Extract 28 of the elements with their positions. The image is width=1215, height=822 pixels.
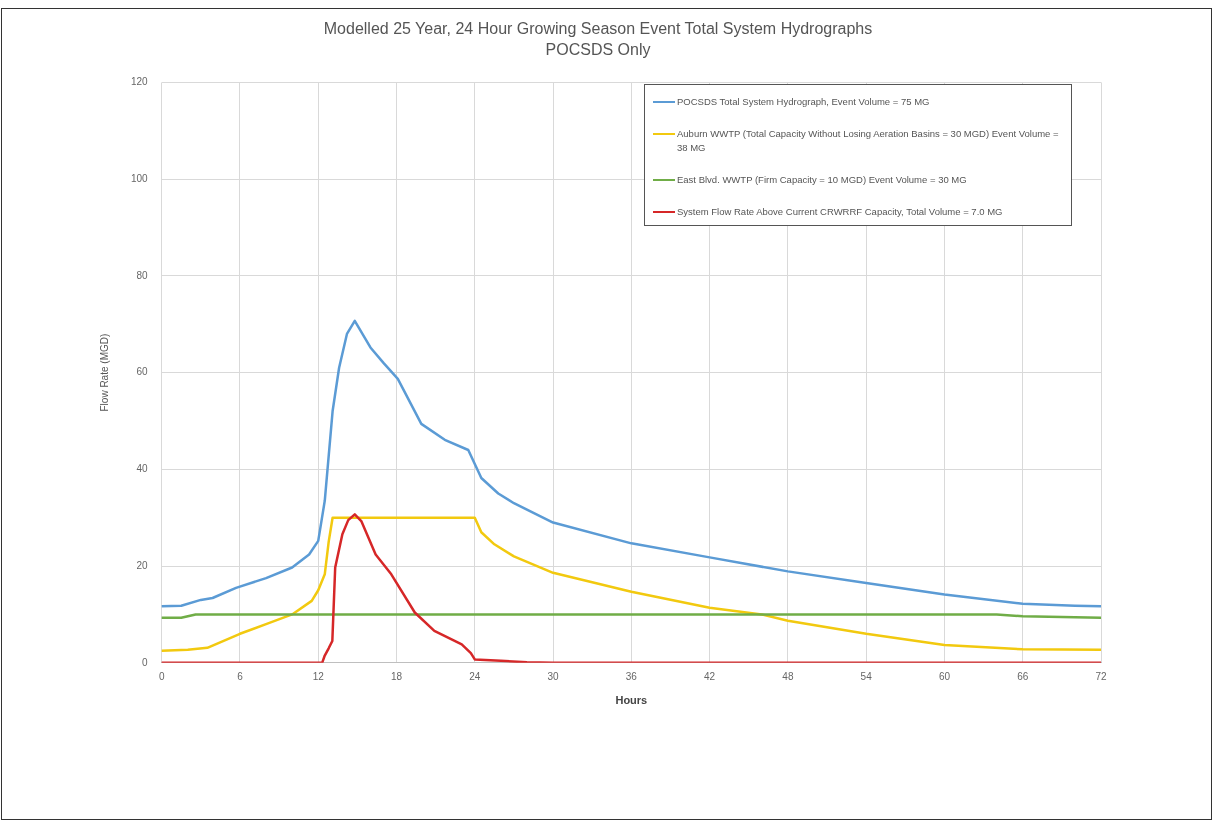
x-tick-label: 24 <box>469 670 481 682</box>
x-tick-label: 36 <box>625 670 638 682</box>
y-tick-label: 40 <box>136 463 149 475</box>
y-axis-title: Flow Rate (MGD) <box>98 333 110 412</box>
y-tick-label: 60 <box>136 366 149 378</box>
legend-label: POCSDS Total System Hydrograph, Event Volume = 75 MG <box>677 95 930 110</box>
y-tick-label: 120 <box>131 76 149 88</box>
x-tick-label: 30 <box>547 670 560 682</box>
x-axis-title: Hours <box>615 694 648 707</box>
y-tick-label: 100 <box>131 172 149 184</box>
x-tick-label: 6 <box>237 670 244 682</box>
x-tick-label: 72 <box>1095 670 1107 682</box>
y-tick-label: 80 <box>136 269 149 281</box>
x-tick-label: 54 <box>860 670 873 682</box>
legend-label: East Blvd. WWTP (Firm Capacity = 10 MGD) Event Volume = 30 MG <box>677 173 967 188</box>
legend-label: Auburn WWTP (Total Capacity Without Losing Aeration Basins = 30 MGD) Event Volume = 38 MG <box>677 127 1060 156</box>
x-tick-label: 42 <box>704 670 716 682</box>
x-tick-label: 0 <box>158 670 165 682</box>
legend-label: System Flow Rate Above Current CRWRRF Capacity, Total Volume = 7.0 MG <box>677 205 1003 220</box>
x-tick-label: 18 <box>390 670 403 682</box>
x-tick-label: 12 <box>312 670 325 682</box>
y-tick-label: 20 <box>136 559 149 571</box>
y-tick-label: 0 <box>142 656 149 668</box>
x-tick-label: 66 <box>1017 670 1029 682</box>
x-tick-label: 60 <box>938 670 951 682</box>
x-tick-label: 48 <box>782 670 794 682</box>
chart-title: Modelled 25 Year, 24 Hour Growing Season Event Total System Hydrographs <box>323 20 873 38</box>
chart-subtitle: POCSDS Only <box>545 41 651 59</box>
